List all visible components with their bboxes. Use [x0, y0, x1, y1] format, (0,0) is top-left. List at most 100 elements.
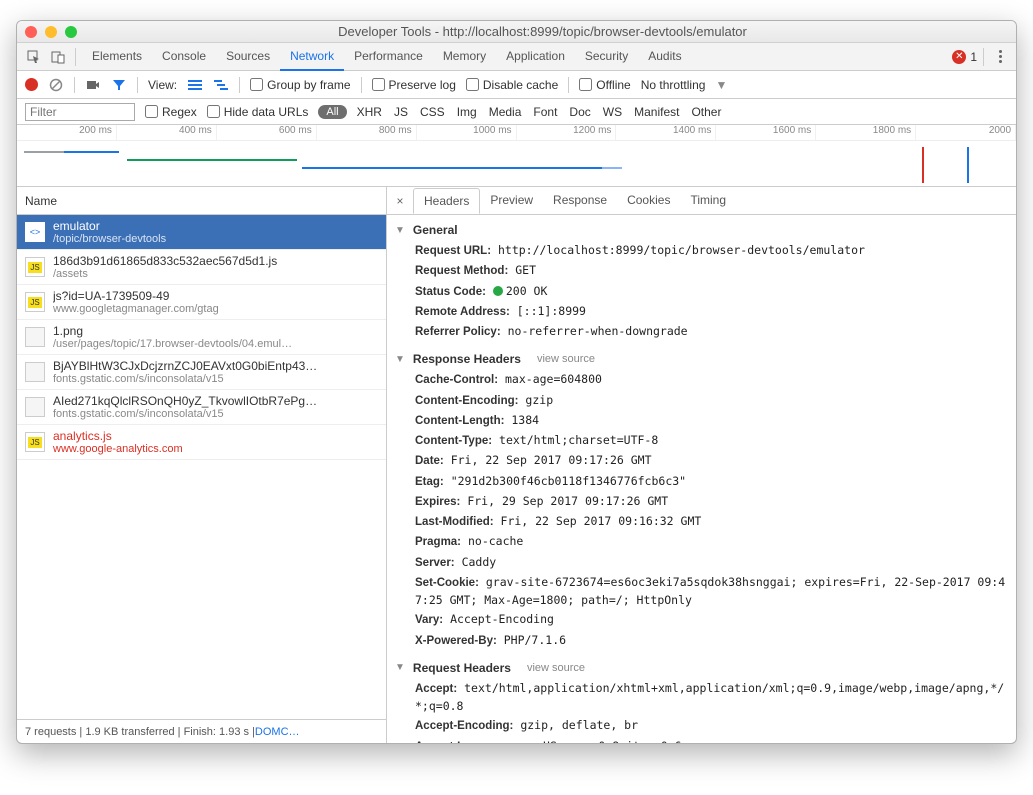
header-row: Content-Length: 1384 — [395, 411, 1008, 431]
waterfall-icon[interactable] — [213, 77, 229, 93]
name-column-header[interactable]: Name — [17, 187, 386, 215]
request-headers-header[interactable]: ▼Request Headersview source — [395, 657, 1008, 679]
disable-cache-checkbox[interactable]: Disable cache — [466, 78, 558, 92]
filter-css[interactable]: CSS — [420, 105, 445, 119]
request-name: emulator — [53, 219, 166, 233]
timeline-bar — [302, 167, 602, 169]
tab-security[interactable]: Security — [575, 43, 638, 71]
filter-doc[interactable]: Doc — [569, 105, 590, 119]
filter-js[interactable]: JS — [394, 105, 408, 119]
warnings[interactable]: ✕ 1 — [952, 50, 977, 64]
inspect-icon[interactable] — [23, 46, 45, 68]
tab-performance[interactable]: Performance — [344, 43, 433, 71]
close-icon[interactable]: × — [391, 194, 409, 208]
js-icon: JS — [25, 292, 45, 312]
record-icon[interactable] — [25, 78, 38, 91]
traffic-lights — [25, 26, 77, 38]
tab-application[interactable]: Application — [496, 43, 575, 71]
filter-font[interactable]: Font — [533, 105, 557, 119]
doc-icon: <> — [25, 222, 45, 242]
request-path: fonts.gstatic.com/s/inconsolata/v15 — [53, 408, 317, 420]
detail-tab-preview[interactable]: Preview — [480, 188, 543, 213]
request-row[interactable]: JS186d3b91d61865d833c532aec567d5d1.js/as… — [17, 250, 386, 285]
close-window-icon[interactable] — [25, 26, 37, 38]
response-headers-header[interactable]: ▼Response Headersview source — [395, 348, 1008, 370]
filter-all[interactable]: All — [318, 105, 346, 119]
view-source-link[interactable]: view source — [537, 353, 595, 365]
header-row: Set-Cookie: grav-site-6723674=es6oc3eki7… — [395, 573, 1008, 611]
timeline[interactable]: 200 ms400 ms600 ms800 ms1000 ms1200 ms14… — [17, 125, 1016, 187]
tab-sources[interactable]: Sources — [216, 43, 280, 71]
filter-icon[interactable] — [111, 77, 127, 93]
timeline-bar — [127, 159, 297, 161]
tick: 2000 — [916, 125, 1016, 140]
request-path: /topic/browser-devtools — [53, 233, 166, 245]
device-icon[interactable] — [47, 46, 69, 68]
filter-other[interactable]: Other — [691, 105, 721, 119]
maximize-window-icon[interactable] — [65, 26, 77, 38]
request-list: <> emulator/topic/browser-devtools JS186d3… — [17, 215, 386, 719]
request-row[interactable]: <> emulator/topic/browser-devtools — [17, 215, 386, 250]
timeline-bar — [922, 147, 924, 183]
error-badge-icon: ✕ — [952, 50, 966, 64]
separator — [75, 48, 76, 66]
js-icon: JS — [25, 257, 45, 277]
header-row: Content-Encoding: gzip — [395, 391, 1008, 411]
minimize-window-icon[interactable] — [45, 26, 57, 38]
dropdown-icon[interactable]: ▼ — [715, 78, 727, 92]
request-row[interactable]: AIed271kqQlclRSOnQH0yZ_TkvowlIOtbR7ePg…f… — [17, 390, 386, 425]
throttling-select[interactable]: No throttling — [641, 78, 706, 92]
tab-elements[interactable]: Elements — [82, 43, 152, 71]
request-name: AIed271kqQlclRSOnQH0yZ_TkvowlIOtbR7ePg… — [53, 394, 317, 408]
tab-network[interactable]: Network — [280, 43, 344, 71]
timeline-bar — [24, 151, 64, 153]
img-icon — [25, 327, 45, 347]
header-row: Request URL: http://localhost:8999/topic… — [395, 241, 1008, 261]
general-header[interactable]: ▼General — [395, 219, 1008, 241]
request-row[interactable]: BjAYBlHtW3CJxDcjzrnZCJ0EAVxt0G0biEntp43…… — [17, 355, 386, 390]
group-by-frame-checkbox[interactable]: Group by frame — [250, 78, 350, 92]
preserve-log-checkbox[interactable]: Preserve log — [372, 78, 456, 92]
filter-xhr[interactable]: XHR — [357, 105, 382, 119]
large-rows-icon[interactable] — [187, 77, 203, 93]
request-row[interactable]: JS js?id=UA-1739509-49www.googletagmanage… — [17, 285, 386, 320]
view-source-link[interactable]: view source — [527, 662, 585, 674]
tab-audits[interactable]: Audits — [638, 43, 691, 71]
timeline-bar — [602, 167, 622, 169]
panel-tabs: ElementsConsoleSourcesNetworkPerformance… — [17, 43, 1016, 71]
hide-data-urls-checkbox[interactable]: Hide data URLs — [207, 105, 309, 119]
request-row[interactable]: 1.png/user/pages/topic/17.browser-devtoo… — [17, 320, 386, 355]
regex-checkbox[interactable]: Regex — [145, 105, 197, 119]
detail-tab-timing[interactable]: Timing — [680, 188, 736, 213]
request-name: js?id=UA-1739509-49 — [53, 289, 219, 303]
tick: 1400 ms — [616, 125, 716, 140]
tick: 1800 ms — [816, 125, 916, 140]
status-bar: 7 requests | 1.9 KB transferred | Finish… — [17, 719, 386, 743]
header-row: Content-Type: text/html;charset=UTF-8 — [395, 431, 1008, 451]
header-row: Cache-Control: max-age=604800 — [395, 370, 1008, 390]
request-path: www.googletagmanager.com/gtag — [53, 303, 219, 315]
request-row[interactable]: JSanalytics.jswww.google-analytics.com — [17, 425, 386, 460]
filter-img[interactable]: Img — [457, 105, 477, 119]
timeline-bar — [967, 147, 969, 183]
detail-tab-cookies[interactable]: Cookies — [617, 188, 680, 213]
error-count: 1 — [970, 50, 977, 64]
network-toolbar: View: Group by frame Preserve log Disabl… — [17, 71, 1016, 99]
filter-ws[interactable]: WS — [603, 105, 622, 119]
domcontentloaded-link[interactable]: DOMC… — [255, 726, 300, 738]
filter-manifest[interactable]: Manifest — [634, 105, 679, 119]
font-icon — [25, 397, 45, 417]
filter-media[interactable]: Media — [489, 105, 522, 119]
menu-icon[interactable] — [990, 50, 1010, 63]
tab-memory[interactable]: Memory — [433, 43, 496, 71]
clear-icon[interactable] — [48, 77, 64, 93]
detail-tab-headers[interactable]: Headers — [413, 188, 480, 214]
header-row: Last-Modified: Fri, 22 Sep 2017 09:16:32… — [395, 512, 1008, 532]
filter-input[interactable] — [25, 103, 135, 121]
camera-icon[interactable] — [85, 77, 101, 93]
detail-tab-response[interactable]: Response — [543, 188, 617, 213]
tab-console[interactable]: Console — [152, 43, 216, 71]
header-row: Expires: Fri, 29 Sep 2017 09:17:26 GMT — [395, 492, 1008, 512]
devtools-window: Developer Tools - http://localhost:8999/… — [16, 20, 1017, 744]
offline-checkbox[interactable]: Offline — [579, 78, 630, 92]
